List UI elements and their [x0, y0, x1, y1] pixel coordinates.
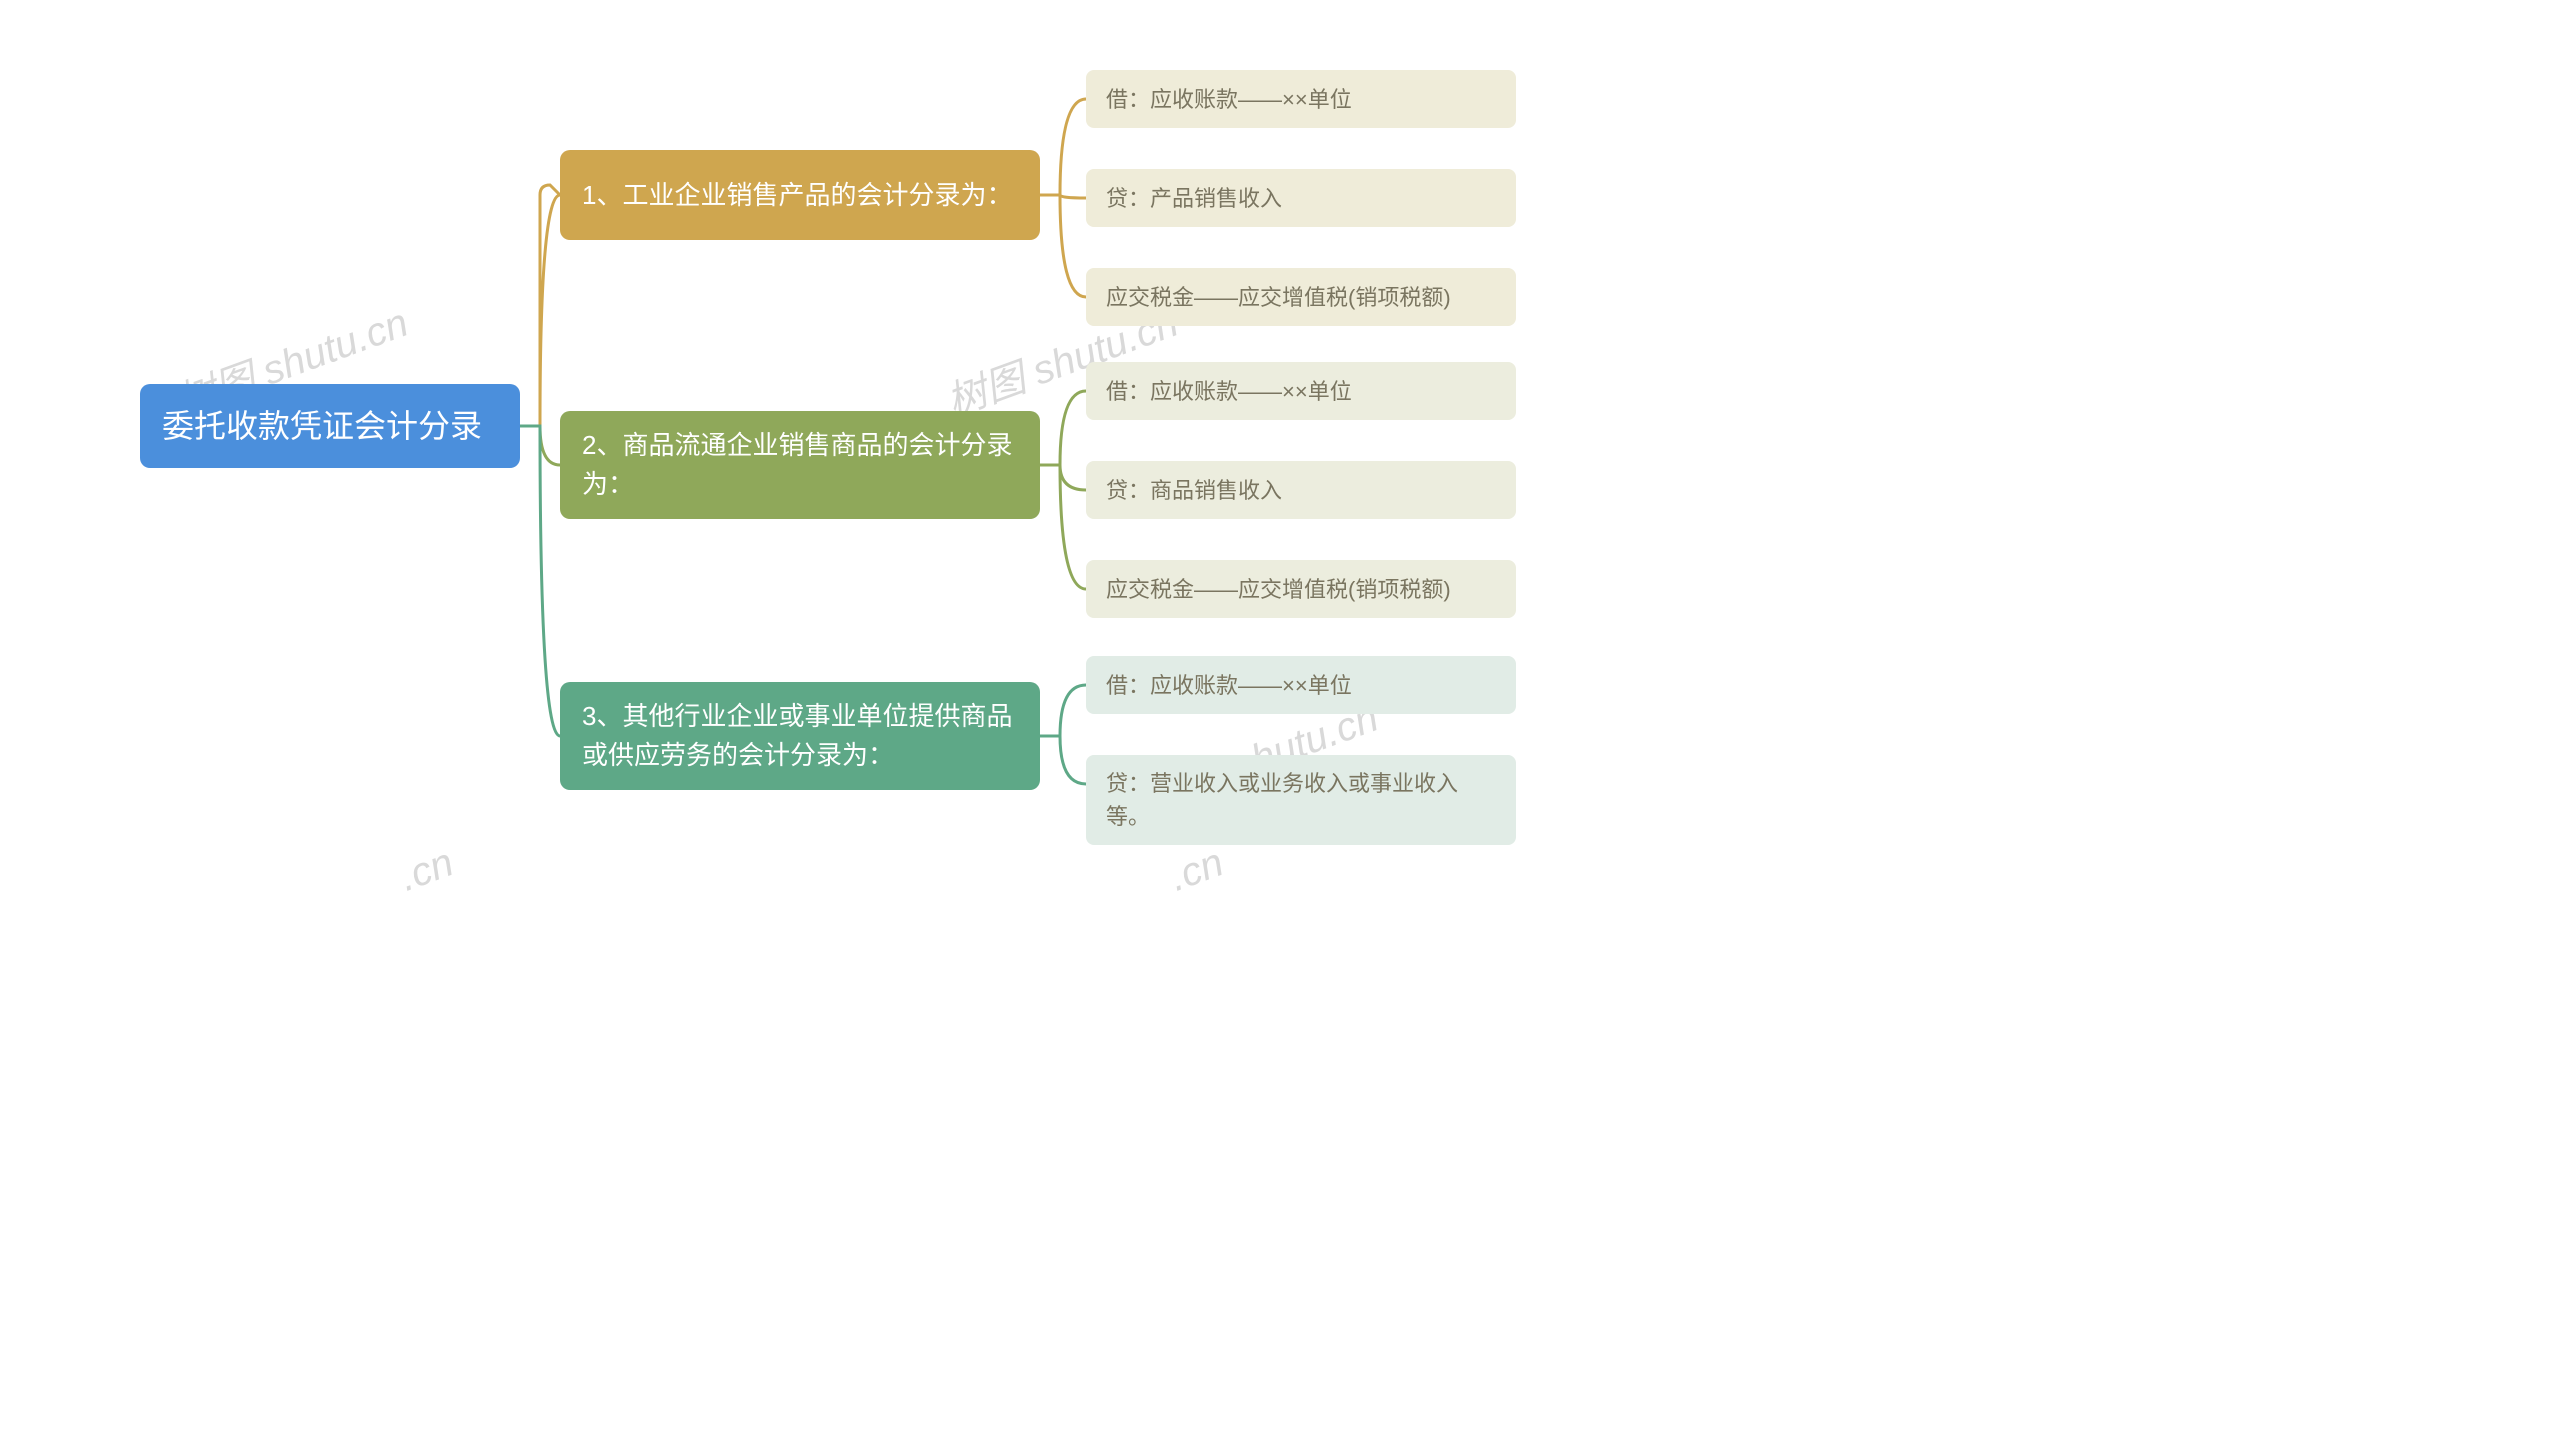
leaf-node[interactable]: 借：应收账款——××单位 — [1086, 362, 1516, 420]
watermark: .cn — [1164, 840, 1230, 901]
leaf-label: 借：应收账款——××单位 — [1106, 375, 1352, 408]
leaf-label: 贷：产品销售收入 — [1106, 182, 1282, 215]
leaf-node[interactable]: 借：应收账款——××单位 — [1086, 70, 1516, 128]
branch-node-1[interactable]: 1、工业企业销售产品的会计分录为： — [560, 150, 1040, 240]
root-label: 委托收款凭证会计分录 — [162, 402, 482, 450]
branch-2-label: 2、商品流通企业销售商品的会计分录为： — [582, 426, 1018, 504]
leaf-node[interactable]: 应交税金——应交增值税(销项税额) — [1086, 560, 1516, 618]
branch-3-label: 3、其他行业企业或事业单位提供商品或供应劳务的会计分录为： — [582, 697, 1018, 775]
leaf-label: 应交税金——应交增值税(销项税额) — [1106, 281, 1451, 314]
leaf-label: 借：应收账款——××单位 — [1106, 669, 1352, 702]
leaf-node[interactable]: 借：应收账款——××单位 — [1086, 656, 1516, 714]
leaf-node[interactable]: 贷：产品销售收入 — [1086, 169, 1516, 227]
watermark: .cn — [394, 840, 460, 901]
branch-1-label: 1、工业企业销售产品的会计分录为： — [582, 176, 1012, 215]
leaf-label: 借：应收账款——××单位 — [1106, 83, 1352, 116]
leaf-node[interactable]: 贷：营业收入或业务收入或事业收入等。 — [1086, 755, 1516, 845]
leaf-label: 贷：营业收入或业务收入或事业收入等。 — [1106, 767, 1496, 833]
leaf-node[interactable]: 贷：商品销售收入 — [1086, 461, 1516, 519]
branch-node-3[interactable]: 3、其他行业企业或事业单位提供商品或供应劳务的会计分录为： — [560, 682, 1040, 790]
branch-node-2[interactable]: 2、商品流通企业销售商品的会计分录为： — [560, 411, 1040, 519]
leaf-label: 贷：商品销售收入 — [1106, 474, 1282, 507]
leaf-node[interactable]: 应交税金——应交增值税(销项税额) — [1086, 268, 1516, 326]
mindmap-root[interactable]: 委托收款凭证会计分录 — [140, 384, 520, 468]
leaf-label: 应交税金——应交增值税(销项税额) — [1106, 573, 1451, 606]
